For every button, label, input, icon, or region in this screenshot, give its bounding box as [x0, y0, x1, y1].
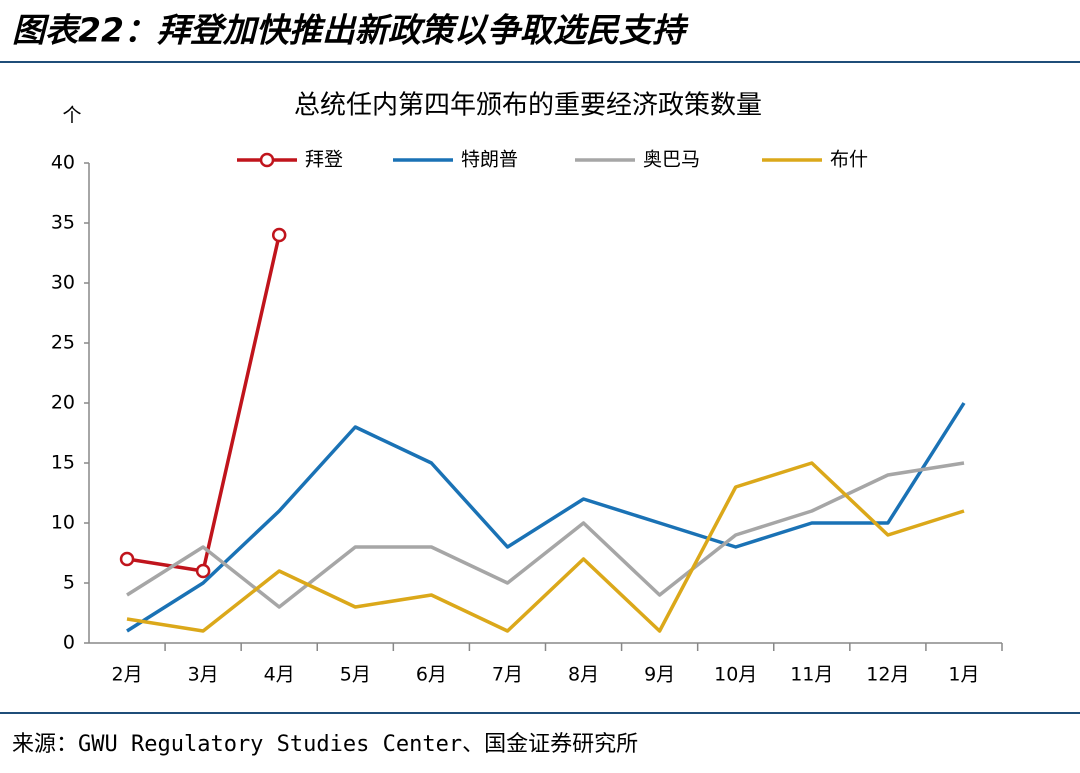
x-tick-label: 3月 [188, 664, 219, 686]
x-tick-label: 4月 [264, 664, 295, 686]
x-tick-label: 11月 [790, 664, 833, 686]
legend-label: 奥巴马 [643, 149, 700, 171]
y-tick-label: 40 [51, 152, 75, 174]
series-line [126, 234, 281, 573]
x-tick-label: 2月 [111, 664, 142, 686]
x-tick-label: 10月 [714, 664, 757, 686]
y-tick-label: 5 [63, 572, 75, 594]
y-tick-label: 15 [51, 452, 75, 474]
y-tick-label: 20 [51, 392, 75, 414]
legend-label: 拜登 [305, 149, 343, 171]
y-tick-label: 0 [63, 632, 75, 654]
x-tick-label: 5月 [340, 664, 371, 686]
figure-header: 图表22：拜登加快推出新政策以争取选民支持 [12, 11, 689, 50]
legend-marker [259, 152, 275, 168]
legend-label: 特朗普 [461, 149, 518, 171]
x-tick-label: 12月 [866, 664, 909, 686]
y-tick-label: 10 [51, 512, 75, 534]
y-axis-unit: 个 [62, 105, 81, 127]
y-tick-label: 30 [51, 272, 75, 294]
series-line [126, 461, 965, 609]
source-note: 来源：GWU Regulatory Studies Center、国金证券研究所 [12, 732, 638, 757]
x-tick-label: 9月 [644, 664, 675, 686]
y-tick-label: 35 [51, 212, 75, 234]
point-marker [195, 563, 211, 579]
x-tick-label: 8月 [568, 664, 599, 686]
x-tick-label: 7月 [492, 664, 523, 686]
y-tick-label: 25 [51, 332, 75, 354]
legend-label: 布什 [830, 149, 868, 171]
x-tick-label: 6月 [416, 664, 447, 686]
point-marker [119, 551, 135, 567]
point-marker [271, 227, 287, 243]
series-line [126, 402, 966, 633]
series-line [126, 461, 965, 633]
x-tick-label: 1月 [948, 664, 979, 686]
chart-title: 总统任内第四年颁布的重要经济政策数量 [294, 91, 762, 121]
